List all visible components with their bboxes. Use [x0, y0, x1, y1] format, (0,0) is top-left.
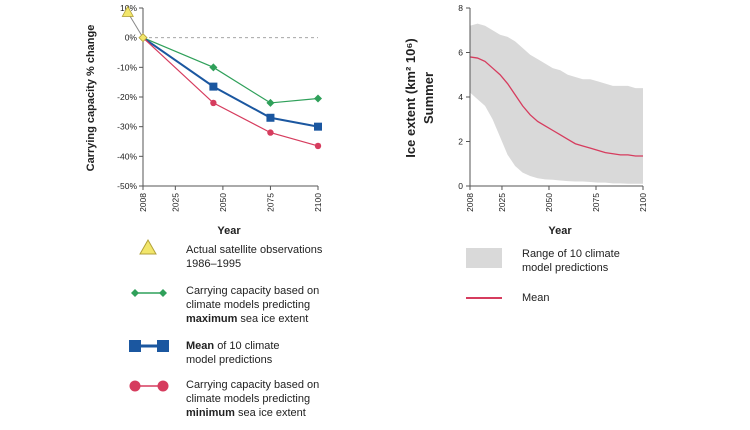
legend-min-circle-left	[129, 380, 141, 392]
legend-mean-square-left	[129, 340, 141, 352]
legend-range-swatch	[466, 248, 502, 268]
legend-max-line3-rest: sea ice extent	[240, 313, 309, 325]
start-point-marker	[138, 33, 148, 43]
right-y-tick-label: 0	[458, 181, 463, 191]
point-minimum	[314, 142, 322, 150]
mean-line	[469, 56, 643, 157]
left-y-tick-label: 0%	[125, 33, 138, 43]
legend-min-line1: Carrying capacity based on	[186, 379, 320, 391]
legend-min-text: Carrying capacity based on climate model…	[186, 378, 319, 420]
right-y-axis-title-line1: Ice extent (km² 10⁶)	[403, 38, 418, 157]
legend-range-text: Range of 10 climate model predictions	[522, 247, 620, 275]
left-y-tick-label: -20%	[117, 92, 137, 102]
point-mean	[209, 82, 218, 91]
legend-mean-text: Mean of 10 climate model predictions	[186, 339, 280, 367]
left-y-tick-label: -40%	[117, 151, 137, 161]
right-y-tick-label: 8	[458, 3, 463, 13]
ice-extent-chart: 0 2 4 6 8 2008 2025 2050 2075 2100 Year Ice exten…	[403, 3, 648, 237]
legend-mean-line1: Mean of 10 climate	[186, 339, 280, 353]
left-x-tick-label: 2008	[138, 193, 148, 212]
legend-right-symbols	[466, 248, 502, 299]
point-mean	[266, 113, 275, 122]
legend-range-line1: Range of 10 climate	[522, 248, 620, 260]
left-x-tick-label: 2050	[218, 193, 228, 212]
point-maximum	[209, 63, 218, 72]
legend-right-mean-label: Mean	[522, 292, 550, 304]
right-y-tick-label: 4	[458, 92, 463, 102]
point-minimum	[267, 129, 274, 136]
point-maximum	[266, 98, 275, 107]
legend-max-line1: Carrying capacity based on	[186, 285, 320, 297]
left-x-tick-label: 2025	[170, 193, 180, 212]
right-x-tick-label: 2050	[544, 193, 554, 212]
right-x-axis-title: Year	[548, 225, 572, 237]
legend-mean-bold: Mean	[186, 340, 215, 352]
legend-left-symbols	[129, 238, 169, 392]
legend-max-bold: maximum	[186, 313, 238, 325]
series-line-maximum	[142, 37, 319, 104]
left-y-tick-label: -10%	[117, 62, 137, 72]
left-y-axis-title: Carrying capacity % change	[85, 25, 97, 172]
carrying-capacity-chart: 10%0%-10%-20%-30%-40%-50%200820252050207…	[85, 3, 323, 237]
legend-max-line3: maximum sea ice extent	[186, 312, 319, 326]
right-x-tick-label: 2075	[591, 193, 601, 212]
right-x-tick-label: 2100	[638, 193, 648, 212]
legend-min-line2: climate models predicting	[186, 393, 311, 405]
legend-min-line3-rest: sea ice extent	[237, 407, 306, 419]
legend-mean-square-right	[157, 340, 169, 352]
legend-range-line2: model predictions	[522, 262, 609, 274]
legend-max-diamond-right	[159, 289, 167, 297]
point-mean	[314, 122, 322, 131]
right-x-tick-label: 2025	[497, 193, 507, 212]
point-maximum	[314, 94, 322, 103]
legend-triangle-marker	[139, 238, 157, 255]
series-line-minimum	[142, 37, 319, 147]
legend-mean-line2: model predictions	[186, 354, 273, 366]
legend-observation-line2: 1986–1995	[186, 258, 242, 270]
range-band-area	[470, 23, 643, 184]
right-axes: 0 2 4 6 8 2008 2025 2050 2075 2100	[458, 3, 648, 212]
legend-observation-text: Actual satellite observations 1986–1995	[186, 243, 322, 271]
left-y-tick-label: -30%	[117, 122, 137, 132]
legend-min-circle-right	[157, 380, 169, 392]
right-x-tick-label: 2008	[465, 193, 475, 212]
left-x-tick-label: 2100	[313, 193, 323, 212]
left-y-tick-label: -50%	[117, 181, 137, 191]
point-minimum	[210, 99, 217, 107]
legend-min-line3: minimum sea ice extent	[186, 406, 319, 420]
legend-max-line2: climate models predicting	[186, 299, 311, 311]
left-x-tick-label: 2075	[265, 193, 275, 212]
legend-observation-line1: Actual satellite observations	[186, 244, 323, 256]
left-x-axis-title: Year	[217, 225, 241, 237]
right-series	[469, 56, 643, 157]
left-axes: 10%0%-10%-20%-30%-40%-50%200820252050207…	[117, 3, 323, 212]
left-series	[121, 5, 322, 150]
legend-mean-line1-rest: of 10 climate	[217, 340, 280, 352]
observation-triangle	[121, 5, 134, 17]
series-line-mean	[142, 36, 319, 128]
legend-max-diamond-left	[131, 289, 139, 297]
right-y-tick-label: 6	[458, 48, 463, 58]
right-y-axis-title-line2: Summer	[421, 72, 436, 124]
legend-max-text: Carrying capacity based on climate model…	[186, 284, 319, 326]
legend-min-bold: minimum	[186, 407, 235, 419]
legend-right-mean-text: Mean	[522, 291, 550, 305]
right-range-band	[470, 23, 643, 184]
right-y-tick-label: 2	[458, 137, 463, 147]
